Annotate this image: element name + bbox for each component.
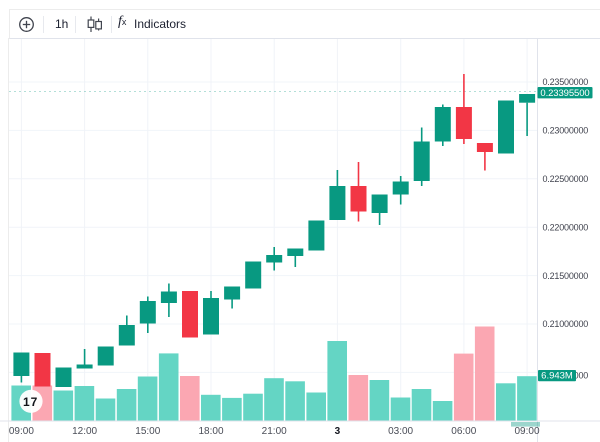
svg-text:21:00: 21:00	[262, 426, 287, 437]
svg-text:6.943M: 6.943M	[541, 371, 573, 382]
svg-text:18:00: 18:00	[198, 426, 223, 437]
svg-text:15:00: 15:00	[135, 426, 160, 437]
svg-text:0.23395500: 0.23395500	[540, 88, 589, 99]
svg-text:06:00: 06:00	[451, 426, 476, 437]
svg-text:12:00: 12:00	[72, 426, 97, 437]
svg-text:3: 3	[335, 426, 341, 437]
svg-text:0.21500000: 0.21500000	[543, 271, 589, 281]
svg-text:17: 17	[23, 395, 38, 409]
svg-text:0.22000000: 0.22000000	[543, 222, 589, 232]
svg-text:03:00: 03:00	[388, 426, 413, 437]
svg-text:0.22500000: 0.22500000	[543, 174, 589, 184]
svg-text:0.23000000: 0.23000000	[543, 126, 589, 136]
svg-text:09:00: 09:00	[514, 426, 539, 437]
svg-text:0.23500000: 0.23500000	[543, 77, 589, 87]
svg-text:0.21000000: 0.21000000	[543, 319, 589, 329]
svg-text:09:00: 09:00	[9, 426, 34, 437]
